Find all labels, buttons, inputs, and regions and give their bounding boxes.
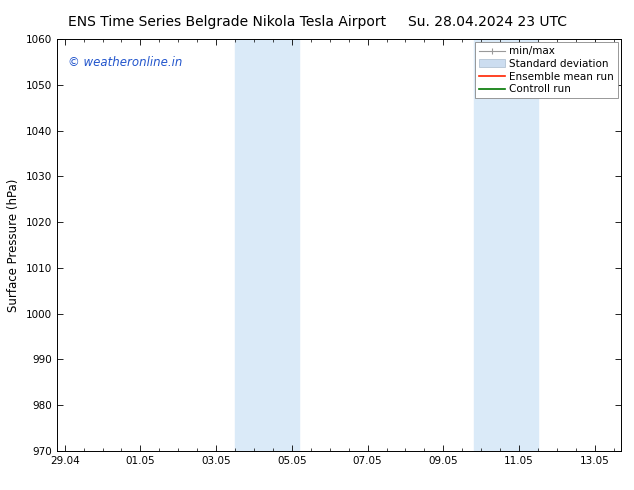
Text: ENS Time Series Belgrade Nikola Tesla Airport     Su. 28.04.2024 23 UTC: ENS Time Series Belgrade Nikola Tesla Ai… — [67, 15, 567, 29]
Bar — [474, 39, 538, 451]
Bar — [235, 39, 299, 451]
Text: © weatheronline.in: © weatheronline.in — [68, 56, 183, 69]
Legend: min/max, Standard deviation, Ensemble mean run, Controll run: min/max, Standard deviation, Ensemble me… — [475, 42, 618, 98]
Y-axis label: Surface Pressure (hPa): Surface Pressure (hPa) — [8, 178, 20, 312]
